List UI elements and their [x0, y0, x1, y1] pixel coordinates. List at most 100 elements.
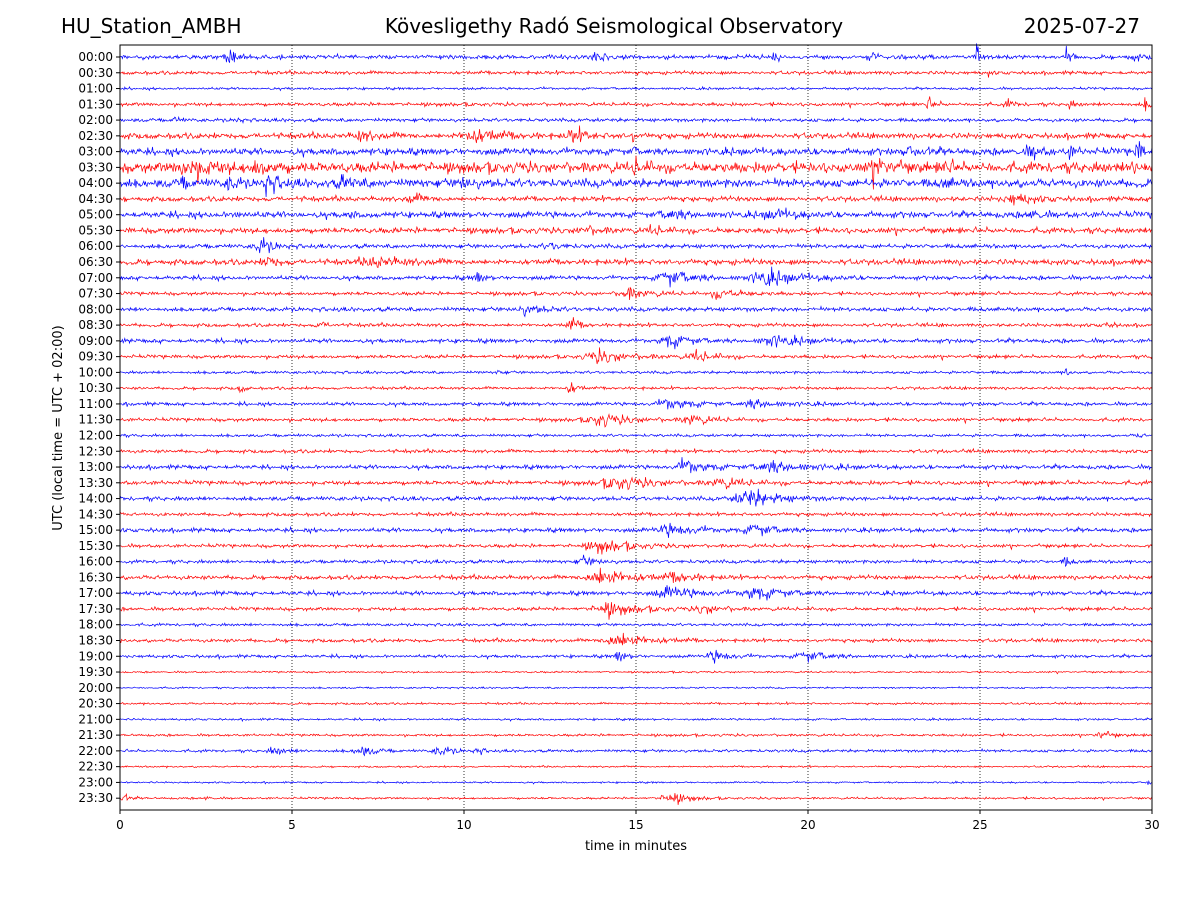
trace-line-1130: [119, 413, 1153, 428]
y-tick-label: 23:00: [78, 775, 113, 789]
y-tick-label: 03:30: [78, 160, 113, 174]
trace-line-1430: [119, 510, 1153, 518]
trace-line-1830: [119, 632, 1153, 646]
y-tick-label: 19:00: [78, 649, 113, 663]
y-tick-label: 00:00: [78, 50, 113, 64]
y-tick-label: 20:00: [78, 681, 113, 695]
y-tick-label: 10:30: [78, 381, 113, 395]
trace-line-0030: [119, 69, 1153, 78]
trace-line-1100: [119, 398, 1153, 410]
trace-line-1730: [119, 602, 1153, 620]
x-ticks: 0 5 10 15 20 25 30: [116, 810, 1160, 832]
trace-line-0900: [119, 334, 1153, 350]
y-tick-label: 08:30: [78, 318, 113, 332]
y-tick-label: 05:30: [78, 223, 113, 237]
trace-line-1530: [120, 540, 1153, 555]
y-tick-label: 22:00: [78, 744, 113, 758]
trace-line-0730: [119, 286, 1153, 301]
trace-line-1930: [119, 669, 1153, 675]
trace-line-0200: [119, 115, 1153, 124]
y-tick-label: 21:30: [78, 728, 113, 742]
y-axis-label: UTC (local time = UTC + 02:00): [51, 325, 66, 530]
trace-line-0630: [119, 255, 1153, 269]
trace-line-1200: [119, 432, 1153, 439]
trace-layer: [119, 43, 1153, 805]
y-tick-label: 12:00: [78, 428, 113, 442]
x-tick-label: 15: [628, 818, 643, 832]
x-axis-label: time in minutes: [585, 839, 687, 854]
y-tick-label: 01:30: [78, 97, 113, 111]
y-tick-label: 02:30: [78, 129, 113, 143]
trace-line-1700: [119, 585, 1153, 601]
y-tick-label: 13:00: [78, 460, 113, 474]
y-tick-label: 23:30: [78, 791, 113, 805]
trace-line-1230: [119, 447, 1153, 455]
trace-line-0130: [119, 96, 1153, 112]
trace-line-0600: [119, 237, 1153, 254]
trace-line-2000: [119, 685, 1153, 690]
trace-line-1900: [119, 649, 1153, 664]
trace-line-0230: [119, 125, 1153, 144]
y-tick-label: 16:00: [78, 555, 113, 569]
y-tick-label: 18:00: [78, 618, 113, 632]
y-tick-label: 13:30: [78, 476, 113, 490]
trace-line-0530: [119, 224, 1153, 237]
y-tick-label: 11:30: [78, 413, 113, 427]
y-tick-label: 12:30: [78, 444, 113, 458]
trace-line-1330: [119, 476, 1153, 491]
x-tick-label: 30: [1144, 818, 1159, 832]
y-tick-label: 20:30: [78, 697, 113, 711]
trace-line-0330: [119, 155, 1153, 190]
y-tick-label: 10:00: [78, 365, 113, 379]
y-tick-label: 17:30: [78, 602, 113, 616]
y-tick-label: 22:30: [78, 760, 113, 774]
chart-title: Kövesligethy Radó Seismological Observat…: [384, 14, 844, 38]
x-tick-label: 10: [456, 818, 471, 832]
y-tick-label: 15:00: [78, 523, 113, 537]
y-tick-label: 08:00: [78, 302, 113, 316]
y-tick-label: 11:00: [78, 397, 113, 411]
trace-line-2200: [119, 746, 1153, 757]
y-tick-label: 07:30: [78, 287, 113, 301]
y-tick-label: 06:30: [78, 255, 113, 269]
trace-line-1500: [119, 522, 1153, 538]
trace-line-2330: [119, 792, 1153, 805]
y-tick-label: 09:00: [78, 334, 113, 348]
trace-line-1300: [119, 457, 1153, 474]
y-tick-label: 05:00: [78, 208, 113, 222]
trace-line-0300: [119, 141, 1153, 161]
y-tick-label: 02:00: [78, 113, 113, 127]
x-tick-label: 5: [288, 818, 296, 832]
station-name: HU_Station_AMBH: [61, 14, 242, 38]
trace-line-1030: [119, 382, 1153, 394]
y-tick-label: 07:00: [78, 271, 113, 285]
trace-line-0400: [119, 174, 1153, 198]
trace-line-1000: [119, 368, 1153, 376]
trace-line-1630: [119, 567, 1153, 584]
y-tick-label: 09:30: [78, 350, 113, 364]
trace-line-2130: [119, 730, 1153, 739]
y-tick-label: 21:00: [78, 712, 113, 726]
y-tick-label: 14:30: [78, 507, 113, 521]
trace-line-0430: [119, 192, 1153, 206]
trace-line-1400: [119, 488, 1153, 507]
x-tick-label: 20: [800, 818, 815, 832]
trace-line-0700: [119, 266, 1153, 288]
x-tick-label: 25: [972, 818, 987, 832]
x-tick-label: 0: [116, 818, 124, 832]
trace-line-0930: [119, 347, 1153, 365]
y-tick-label: 03:00: [78, 145, 113, 159]
trace-line-0830: [119, 317, 1153, 330]
y-tick-label: 18:30: [78, 633, 113, 647]
y-tick-label: 01:00: [78, 82, 113, 96]
y-tick-label: 16:30: [78, 570, 113, 584]
chart-date: 2025-07-27: [1023, 14, 1140, 38]
trace-line-2230: [119, 764, 1153, 769]
trace-line-1800: [119, 621, 1153, 628]
y-tick-label: 04:00: [78, 176, 113, 190]
y-tick-label: 00:30: [78, 66, 113, 80]
trace-line-2300: [119, 780, 1153, 785]
trace-line-0100: [119, 85, 1153, 92]
